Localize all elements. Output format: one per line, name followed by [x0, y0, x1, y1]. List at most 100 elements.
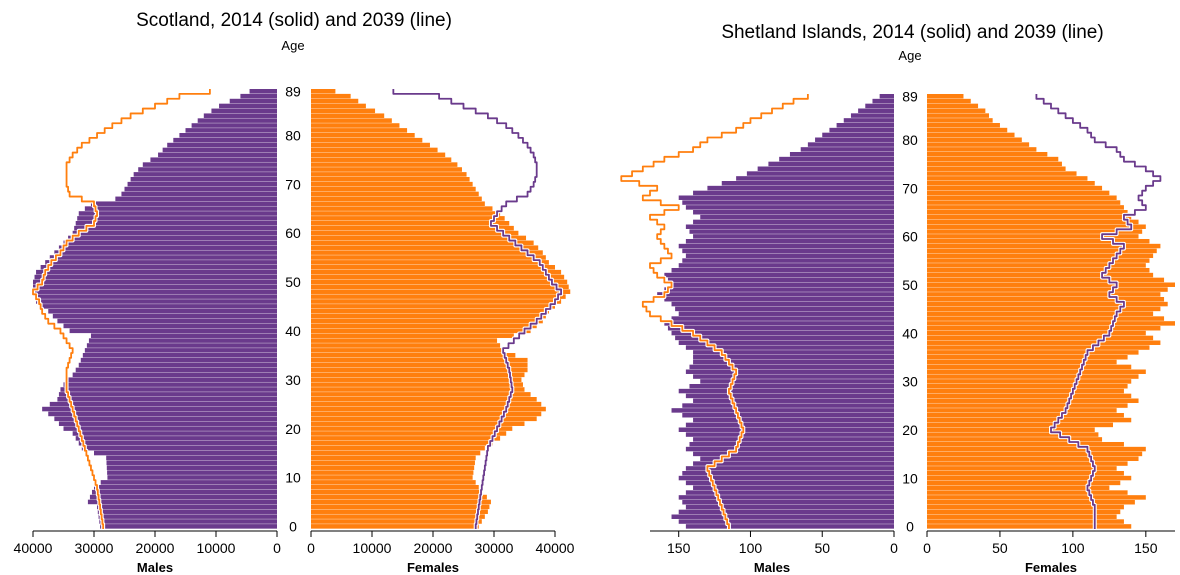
- male-bar-age-74: [142, 162, 277, 167]
- age-tick-label: 30: [285, 372, 301, 388]
- female-bar-age-29: [311, 382, 523, 387]
- female-bar-age-37: [927, 345, 1150, 350]
- female-bar-age-74: [311, 162, 458, 167]
- male-bar-age-61: [689, 229, 894, 234]
- male-bar-age-21: [685, 422, 894, 428]
- male-bar-age-74: [757, 166, 894, 171]
- age-tick-label: 89: [902, 88, 918, 104]
- male-bar-age-29: [63, 382, 277, 387]
- male-bar-age-39: [675, 335, 894, 341]
- male-bar-age-66: [90, 201, 277, 206]
- female-bar-age-59: [311, 235, 527, 241]
- female-bar-age-21: [927, 422, 1113, 428]
- female-bar-age-64: [311, 211, 501, 216]
- male-tick-label: 40000: [14, 540, 53, 556]
- female-bar-age-3: [927, 509, 1121, 515]
- female-bar-age-65: [927, 210, 1128, 215]
- male-tick-label: 100: [739, 540, 763, 556]
- female-bar-age-83: [311, 118, 392, 123]
- female-bar-age-66: [927, 205, 1124, 210]
- female-bar-age-12: [927, 466, 1117, 471]
- female-bar-age-16: [927, 446, 1146, 452]
- male-bar-age-27: [685, 393, 894, 399]
- male-bar-age-40: [671, 330, 894, 336]
- age-tick-label: 30: [902, 374, 918, 390]
- male-bar-age-44: [678, 311, 894, 316]
- female-bar-age-41: [927, 326, 1161, 331]
- series-males-2039: [619, 94, 810, 529]
- male-bar-age-75: [150, 157, 277, 162]
- age-tick-label: 70: [902, 180, 918, 196]
- male-bar-age-33: [689, 364, 894, 370]
- male-bar-age-50: [671, 282, 894, 287]
- male-bar-age-63: [77, 216, 277, 221]
- male-bar-age-4: [685, 504, 894, 510]
- female-bar-age-67: [927, 200, 1121, 205]
- female-bar-age-73: [927, 171, 1077, 176]
- female-bar-age-30: [927, 379, 1132, 384]
- male-bar-age-0: [100, 524, 277, 529]
- female-bar-age-42: [927, 321, 1175, 326]
- male-bar-age-46: [671, 301, 894, 307]
- male-bar-age-71: [721, 181, 894, 186]
- male-bar-age-16: [81, 445, 277, 451]
- female-bar-age-51: [311, 274, 565, 280]
- female-bar-age-31: [927, 374, 1139, 379]
- male-bar-age-73: [138, 167, 277, 172]
- female-bar-age-57: [927, 248, 1157, 254]
- female-bar-age-49: [927, 287, 1168, 292]
- female-bar-age-11: [311, 470, 474, 475]
- male-bar-age-25: [682, 403, 894, 408]
- female-bar-age-26: [927, 398, 1139, 403]
- male-bar-age-11: [682, 471, 894, 476]
- female-bar-age-25: [927, 403, 1128, 408]
- male-bar-age-72: [736, 176, 894, 181]
- series-females-2014: [311, 89, 571, 529]
- age-tick-label: 0: [289, 519, 297, 535]
- male-bar-age-24: [671, 408, 894, 413]
- male-bar-age-87: [865, 103, 894, 109]
- male-bar-age-64: [700, 214, 894, 220]
- male-bar-age-46: [36, 299, 277, 304]
- male-bar-age-57: [58, 245, 277, 250]
- male-bar-age-69: [124, 186, 277, 192]
- female-bar-age-14: [311, 455, 476, 461]
- female-bar-age-85: [927, 113, 989, 118]
- female-bar-age-48: [927, 292, 1161, 297]
- male-bar-age-48: [33, 289, 277, 294]
- male-bar-age-23: [682, 413, 894, 418]
- female-bar-age-53: [927, 268, 1150, 273]
- female-bar-age-23: [927, 413, 1124, 418]
- female-bar-age-85: [311, 108, 376, 114]
- male-bar-age-69: [693, 190, 894, 196]
- female-bar-age-88: [927, 98, 971, 104]
- series-females-2039: [1034, 94, 1163, 529]
- female-bar-age-33: [311, 362, 528, 368]
- male-bar-age-8: [693, 485, 894, 490]
- male-bar-age-28: [678, 388, 894, 394]
- male-bar-age-82: [191, 123, 277, 128]
- male-bar-age-10: [678, 475, 894, 481]
- female-bar-age-43: [927, 316, 1165, 321]
- male-bar-age-51: [667, 277, 894, 283]
- age-tick-label: 60: [902, 229, 918, 245]
- male-bar-age-7: [685, 490, 894, 495]
- female-bar-age-58: [311, 240, 534, 246]
- female-bar-age-88: [311, 93, 351, 99]
- female-bar-age-32: [927, 369, 1146, 374]
- male-bar-age-49: [33, 284, 277, 290]
- chart-title: Shetland Islands, 2014 (solid) and 2039 …: [721, 22, 1103, 43]
- female-bar-age-44: [311, 309, 549, 314]
- male-bar-age-78: [167, 142, 277, 148]
- female-bar-age-47: [927, 297, 1165, 302]
- female-bar-age-21: [311, 421, 525, 426]
- male-bar-age-63: [693, 219, 894, 225]
- male-bar-age-76: [779, 156, 894, 162]
- female-bar-age-38: [311, 338, 498, 343]
- female-bar-age-32: [311, 367, 528, 373]
- female-bar-age-28: [927, 388, 1124, 394]
- male-bar-age-55: [49, 255, 277, 260]
- female-bar-age-55: [311, 255, 546, 260]
- female-bar-age-64: [927, 214, 1132, 220]
- male-bar-age-22: [693, 417, 894, 423]
